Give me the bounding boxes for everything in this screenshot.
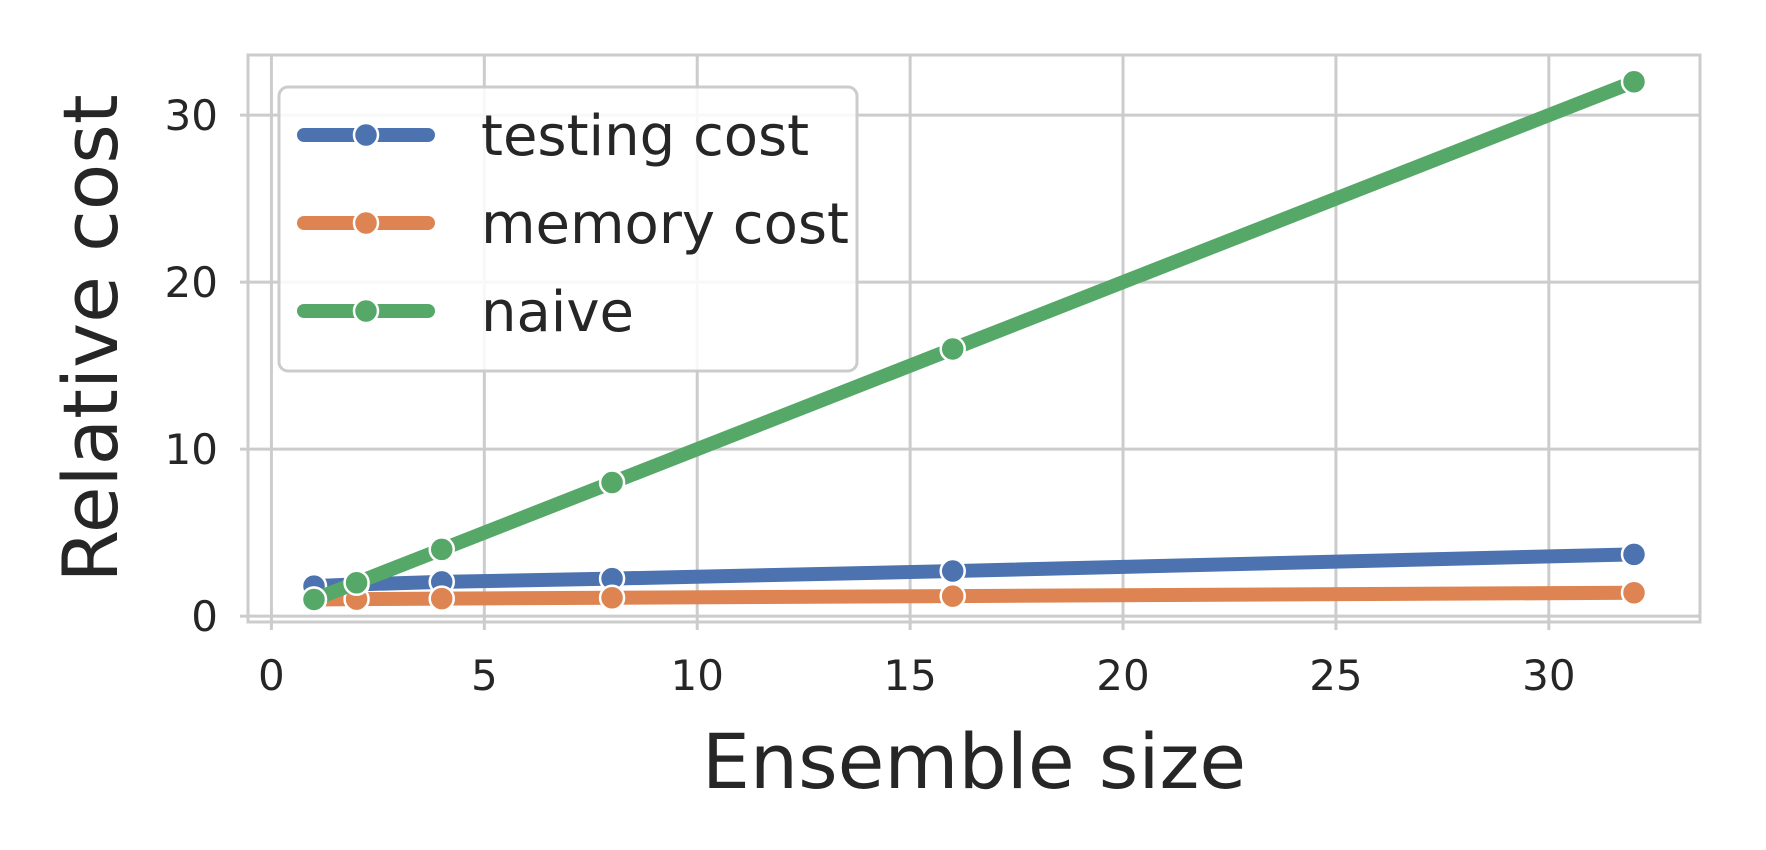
data-series [300,68,1648,613]
x-tick-label: 5 [471,651,498,700]
y-axis-title: Relative cost [46,94,135,582]
plot-frame [246,53,1702,624]
data-point [1620,541,1648,568]
data-point [598,584,626,612]
x-tick-label: 25 [1309,651,1362,700]
data-point [598,469,626,496]
tick-labels: 0 5 10 15 20 25 30 0 10 20 30 [165,91,1576,700]
y-tick-label: 20 [165,258,218,307]
data-point [939,335,966,363]
series-line [307,585,1641,607]
x-tick-label: 30 [1522,651,1575,700]
legend-marker [352,297,380,325]
legend-label: memory cost [481,192,849,257]
data-point [428,585,455,612]
series-line [307,547,1641,594]
data-point [343,569,370,597]
x-axis-title: Ensemble size [702,717,1246,806]
legend-label: testing cost [481,104,809,169]
legend-marker [352,209,380,237]
data-point [300,586,328,613]
series-2 [300,68,1648,613]
x-tick-label: 0 [258,651,285,700]
legend-label: naive [481,280,634,345]
y-tick-label: 0 [191,592,218,641]
data-point [428,536,455,563]
data-point [1620,579,1648,607]
legend-marker [352,121,380,149]
data-point [939,582,966,610]
x-tick-label: 10 [670,651,723,700]
y-tick-label: 10 [165,425,218,474]
y-tick-label: 30 [165,91,218,140]
data-point [939,557,966,585]
x-tick-label: 20 [1096,651,1149,700]
data-point [1620,68,1648,95]
x-tick-label: 15 [883,651,936,700]
legend-frame [277,85,859,373]
legend: testing cost memory cost naive [277,85,859,373]
